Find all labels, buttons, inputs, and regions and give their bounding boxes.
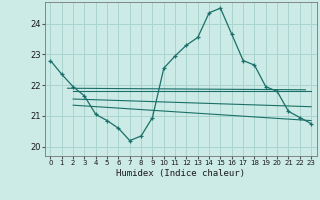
X-axis label: Humidex (Indice chaleur): Humidex (Indice chaleur) xyxy=(116,169,245,178)
